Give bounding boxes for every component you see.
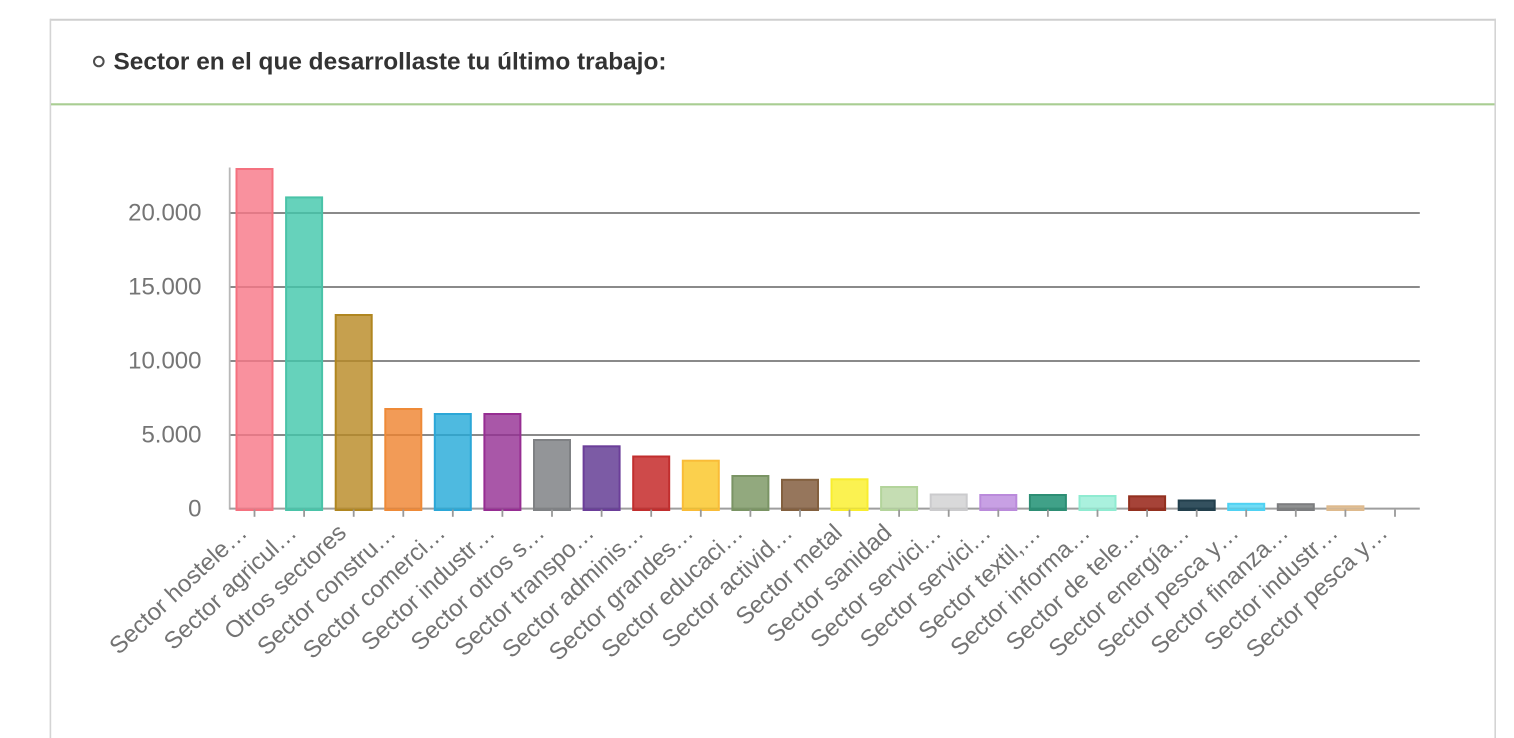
svg-text:15.000: 15.000 (128, 273, 201, 300)
svg-text:0: 0 (188, 495, 201, 522)
svg-text:Sector en el que desarrollaste: Sector en el que desarrollaste tu último… (114, 49, 667, 76)
svg-text:10.000: 10.000 (128, 347, 201, 374)
svg-text:5.000: 5.000 (141, 421, 201, 448)
svg-text:20.000: 20.000 (128, 199, 201, 226)
